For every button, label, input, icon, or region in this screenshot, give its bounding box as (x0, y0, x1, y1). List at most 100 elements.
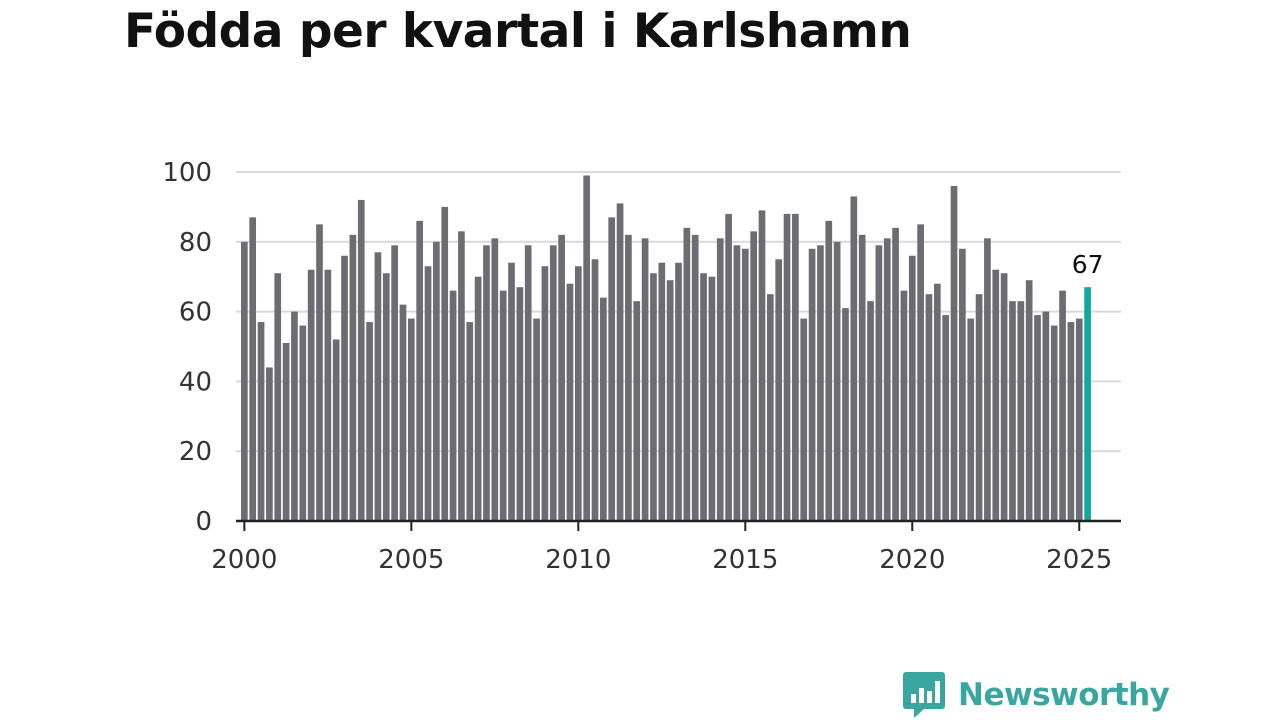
bar (992, 269, 1000, 521)
newsworthy-logo: Newsworthy (902, 670, 1170, 720)
y-tick-label: 80 (179, 228, 212, 258)
bar (917, 224, 924, 521)
bar (458, 231, 465, 521)
newsworthy-logo-icon (903, 672, 945, 718)
bar (750, 231, 757, 521)
brand-name: Newsworthy (958, 677, 1170, 713)
bar (933, 283, 941, 521)
bar (241, 241, 248, 522)
x-tick-label: 2010 (545, 545, 611, 575)
bar (533, 318, 540, 521)
bar (625, 234, 632, 521)
bar (892, 227, 899, 521)
bar (975, 294, 983, 521)
bar (1000, 273, 1008, 521)
bar (508, 262, 515, 521)
bar (407, 318, 415, 521)
bar (282, 343, 290, 521)
bar (324, 269, 332, 521)
bar (1034, 315, 1041, 521)
x-tick-label: 2025 (1046, 545, 1112, 575)
bar (608, 217, 616, 521)
bar (274, 273, 282, 521)
bar (616, 203, 624, 521)
bar (691, 234, 699, 521)
bar (549, 245, 557, 522)
bar (374, 252, 382, 521)
bar (908, 255, 916, 521)
bar (466, 322, 474, 521)
chart-title: Födda per kvartal i Karlshamn (124, 4, 912, 59)
bar (984, 238, 991, 521)
y-tick-label: 100 (162, 158, 212, 188)
bar (600, 297, 607, 521)
bar (424, 266, 432, 521)
bar (725, 213, 732, 521)
bar (858, 234, 866, 521)
x-tick-label: 2000 (211, 545, 277, 575)
bar (382, 273, 390, 521)
x-tick-label: 2015 (712, 545, 778, 575)
bar (491, 238, 499, 521)
bar (541, 266, 549, 521)
bar (633, 301, 641, 521)
bar (291, 311, 298, 521)
bar (449, 290, 457, 521)
bar (474, 276, 482, 521)
bar (591, 259, 599, 521)
bar (483, 245, 490, 522)
bar (1059, 290, 1066, 521)
bar (683, 227, 691, 521)
bar (700, 273, 707, 521)
bar (708, 276, 716, 521)
bar (574, 266, 582, 521)
bar (842, 308, 849, 521)
bar (349, 234, 357, 521)
bar (808, 248, 816, 521)
bar (1025, 280, 1033, 521)
bar (825, 220, 833, 522)
bar (341, 255, 348, 521)
bar (566, 283, 574, 521)
bar (658, 262, 666, 521)
bar (433, 241, 440, 522)
bar (817, 245, 824, 522)
bar (800, 318, 808, 521)
bar (950, 185, 958, 521)
x-tick-label: 2005 (378, 545, 444, 575)
bar (399, 304, 407, 521)
x-tick-label: 2020 (879, 545, 945, 575)
bar (1067, 322, 1075, 521)
bar (366, 322, 373, 521)
bar (249, 217, 257, 521)
bar (558, 234, 565, 521)
bars (241, 175, 1091, 522)
bar (357, 199, 365, 522)
bar (833, 241, 841, 522)
bar (675, 262, 682, 521)
y-tick-label: 40 (179, 367, 212, 397)
bar (783, 213, 791, 521)
bar (307, 269, 315, 521)
bar (925, 294, 933, 521)
y-tick-label: 20 (179, 437, 212, 467)
y-tick-label: 0 (195, 507, 212, 537)
bar (641, 238, 649, 521)
x-axis: 2000 2005 2010 2015 2020 2025 (211, 519, 1121, 575)
bar (850, 196, 858, 521)
bar (775, 259, 783, 521)
bar (758, 210, 766, 521)
bar (792, 213, 799, 521)
bar (524, 245, 532, 522)
bar (733, 245, 741, 522)
bar (959, 248, 966, 521)
bar (875, 245, 883, 522)
bar (266, 367, 273, 521)
bar (867, 301, 874, 521)
bar (1009, 301, 1016, 521)
bar (257, 322, 265, 521)
y-axis-ticks: 0 20 40 60 80 100 (162, 158, 212, 537)
bar (499, 290, 507, 521)
bar (900, 290, 908, 521)
